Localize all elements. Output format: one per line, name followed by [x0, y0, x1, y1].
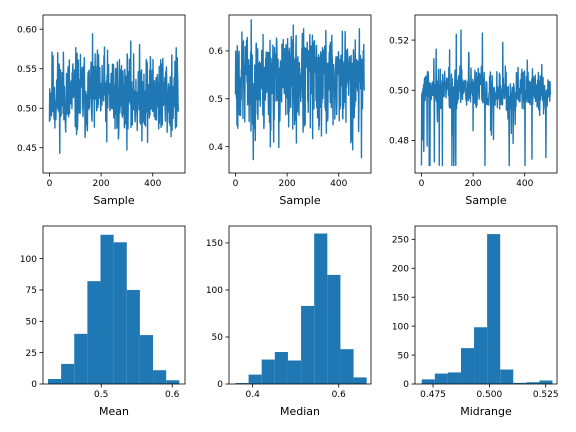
x-tick-label: 0.6 — [332, 390, 347, 400]
panel-4: 0.5 0.6 0 25 50 75 100 Mean — [20, 225, 186, 418]
hist-bar — [500, 369, 514, 384]
y-tick-label: 75 — [26, 286, 37, 296]
x-tick-label: 400 — [330, 179, 347, 189]
hist-bar — [434, 373, 448, 384]
hist-bar — [126, 289, 140, 384]
hist-bar — [327, 274, 341, 384]
axes-frame — [42, 225, 186, 385]
panel-6: 0.475 0.500 0.525 0 50 100 150 200 250 Midrange — [392, 225, 559, 418]
panel-3: 0 200 400 0.48 0.50 0.52 Sample — [389, 14, 558, 207]
axes-frame — [228, 14, 372, 174]
axes-frame — [228, 225, 372, 385]
x-tick-label: 400 — [144, 179, 161, 189]
y-tick-label: 25 — [26, 349, 37, 359]
y-tick-label: 0.5 — [209, 95, 223, 105]
y-tick-label: 0.6 — [209, 47, 224, 57]
y-tick-label: 50 — [398, 351, 410, 361]
axes-frame — [42, 14, 186, 174]
x-axis-label: Sample — [93, 194, 134, 207]
y-tick-label: 0.50 — [389, 86, 409, 96]
x-tick-label: 0.5 — [94, 390, 108, 400]
panel-2: 0 200 400 0.4 0.5 0.6 Sample — [209, 14, 372, 207]
y-tick-label: 0.60 — [17, 25, 37, 35]
x-tick-label: 0.475 — [420, 390, 446, 400]
y-tick-label: 50 — [26, 318, 38, 328]
y-tick-label: 100 — [20, 255, 37, 265]
x-axis-label: Median — [280, 405, 320, 418]
y-tick-label: 0 — [31, 380, 37, 390]
hist-bar — [301, 305, 315, 384]
series-line — [234, 19, 365, 161]
hist-bar — [153, 370, 167, 384]
hist-bar — [261, 359, 275, 384]
x-tick-label: 0 — [419, 179, 425, 189]
hist-bar — [235, 383, 249, 384]
hist-bar — [447, 372, 461, 384]
axes-frame — [414, 225, 558, 385]
y-tick-label: 0 — [403, 380, 409, 390]
hist-bar — [314, 233, 328, 384]
panel-5: 0.4 0.6 0 50 100 150 Median — [206, 225, 372, 418]
x-tick-label: 0.6 — [165, 390, 180, 400]
y-tick-label: 0.48 — [389, 137, 409, 147]
hist-bar — [74, 333, 88, 384]
y-tick-label: 150 — [392, 293, 409, 303]
x-axis-label: Sample — [465, 194, 506, 207]
y-tick-label: 0 — [217, 380, 223, 390]
y-tick-label: 150 — [206, 239, 223, 249]
hist-bar — [513, 382, 527, 384]
hist-bar — [421, 379, 435, 384]
hist-bar — [274, 352, 288, 384]
x-tick-label: 200 — [464, 179, 481, 189]
y-tick-label: 100 — [206, 286, 223, 296]
y-tick-label: 200 — [392, 264, 409, 274]
y-tick-label: 0.50 — [17, 104, 37, 114]
x-axis-label: Midrange — [460, 405, 512, 418]
y-tick-label: 0.52 — [389, 36, 409, 46]
hist-bar — [487, 234, 501, 384]
y-tick-label: 0.45 — [17, 144, 37, 154]
x-tick-label: 0 — [233, 179, 239, 189]
hist-bar — [47, 378, 62, 384]
hist-bar — [139, 335, 154, 384]
x-tick-label: 0.4 — [246, 390, 261, 400]
hist-bar — [87, 281, 101, 384]
y-tick-label: 50 — [212, 333, 224, 343]
x-axis-label: Sample — [279, 194, 320, 207]
hist-bar — [539, 380, 553, 384]
series-line — [420, 29, 551, 167]
panel-1: 0 200 400 0.45 0.50 0.55 0.60 Sample — [17, 14, 186, 207]
hist-bar — [113, 242, 127, 384]
axes-frame — [414, 14, 558, 174]
hist-bar — [61, 363, 75, 384]
hist-bar — [340, 349, 354, 384]
x-tick-label: 0 — [47, 179, 53, 189]
x-axis-label: Mean — [99, 405, 129, 418]
hist-bar — [248, 374, 262, 384]
hist-bar — [166, 380, 180, 384]
hist-bar — [526, 382, 540, 384]
y-tick-label: 100 — [392, 322, 409, 332]
y-tick-label: 250 — [392, 236, 409, 246]
x-tick-label: 200 — [92, 179, 109, 189]
y-tick-label: 0.4 — [209, 143, 224, 153]
x-tick-label: 0.500 — [476, 390, 502, 400]
x-tick-label: 0.525 — [533, 390, 559, 400]
hist-bar — [474, 327, 488, 384]
hist-bar — [353, 377, 367, 384]
x-tick-label: 200 — [278, 179, 295, 189]
hist-bar — [460, 348, 475, 384]
series-line — [48, 33, 179, 154]
hist-bar — [100, 234, 114, 384]
hist-bar — [287, 360, 302, 384]
x-tick-label: 400 — [516, 179, 533, 189]
y-tick-label: 0.55 — [17, 65, 37, 75]
